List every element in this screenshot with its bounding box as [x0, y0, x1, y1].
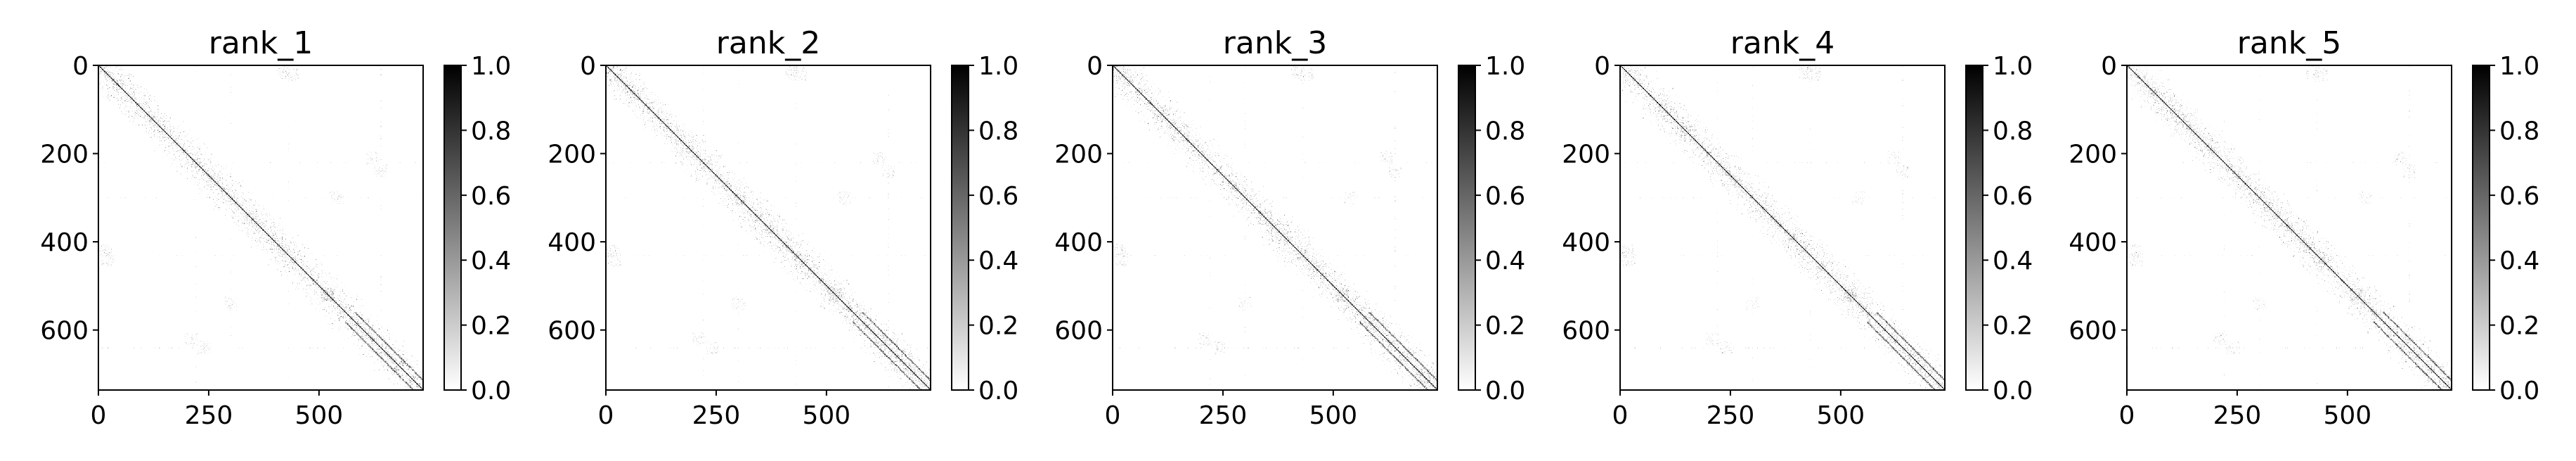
y-tick-label: 600: [1562, 317, 1610, 346]
colorbar-tick-label: 0.0: [978, 377, 1018, 405]
x-tick-label: 250: [185, 401, 233, 430]
colorbar-tick-label: 0.8: [471, 117, 511, 145]
colorbar-tick-label: 0.4: [2499, 247, 2539, 275]
colorbar: [952, 65, 969, 390]
panel-title: rank_2: [716, 25, 820, 61]
x-tick-label: 250: [1199, 401, 1248, 430]
colorbar-tick-label: 0.8: [978, 117, 1018, 145]
y-tick-label: 600: [548, 317, 596, 346]
x-tick-label: 0: [2119, 401, 2135, 430]
y-tick-label: 0: [72, 52, 89, 81]
colorbar-tick-label: 1.0: [1993, 52, 2033, 81]
x-tick-label: 0: [1105, 401, 1121, 430]
panel-2: rank_2 0 200 400 600 0 250 500 0.0 0.2 0.4 0.6 0.8 1.…: [548, 25, 1018, 430]
x-tick-label: 500: [2323, 401, 2371, 430]
panel-title: rank_4: [1730, 25, 1834, 61]
colorbar-tick-label: 0.2: [978, 312, 1018, 341]
x-tick-label: 250: [692, 401, 741, 430]
colorbar: [1458, 65, 1475, 390]
panel-title: rank_1: [209, 25, 313, 61]
heatmap-image: [606, 65, 931, 390]
y-tick-label: 0: [2101, 52, 2117, 81]
colorbar-tick-label: 1.0: [2499, 52, 2539, 81]
colorbar-tick-label: 0.2: [471, 312, 511, 341]
colorbar-tick-label: 0.6: [1485, 182, 1525, 211]
y-tick-label: 400: [548, 228, 596, 257]
colorbar-tick-label: 0.4: [1485, 247, 1525, 275]
colorbar-tick-label: 0.6: [978, 182, 1018, 211]
heatmap-image: [1113, 65, 1437, 390]
colorbar-tick-label: 0.6: [1993, 182, 2033, 211]
y-tick-label: 400: [40, 228, 89, 257]
colorbar-tick-label: 0.8: [2499, 117, 2539, 145]
colorbar-tick-label: 0.0: [471, 377, 511, 405]
colorbar-tick-label: 1.0: [1485, 52, 1525, 81]
colorbar-tick-label: 1.0: [471, 52, 511, 81]
colorbar-tick-label: 0.4: [471, 247, 511, 275]
y-tick-label: 200: [1054, 141, 1103, 169]
y-tick-label: 600: [40, 317, 89, 346]
colorbar-tick-label: 0.4: [1993, 247, 2033, 275]
panel-1: rank_1 0 200 400 600 0 250 500 0.0 0.2 0.4 0.6 0.8 1.…: [40, 25, 511, 430]
y-tick-label: 200: [548, 141, 596, 169]
x-tick-label: 0: [598, 401, 614, 430]
heatmap-image: [2127, 65, 2452, 390]
y-tick-label: 200: [2069, 141, 2117, 169]
y-tick-label: 0: [1594, 52, 1610, 81]
colorbar-tick-label: 0.2: [1993, 312, 2033, 341]
colorbar-tick-label: 0.2: [2499, 312, 2539, 341]
panels: rank_1 0 200 400 600 0 250 500 0.0 0.2 0.4 0.6 0.8 1.…: [40, 25, 2539, 430]
y-tick-label: 600: [2069, 317, 2117, 346]
y-tick-label: 400: [1562, 228, 1610, 257]
y-tick-label: 200: [1562, 141, 1610, 169]
colorbar-tick-label: 1.0: [978, 52, 1018, 81]
colorbar-tick-label: 0.0: [1993, 377, 2033, 405]
colorbar-tick-label: 0.2: [1485, 312, 1525, 341]
y-tick-label: 400: [2069, 228, 2117, 257]
x-tick-label: 500: [1816, 401, 1865, 430]
y-tick-label: 200: [40, 141, 89, 169]
colorbar: [444, 65, 461, 390]
x-tick-label: 500: [802, 401, 850, 430]
panel-title: rank_5: [2237, 25, 2341, 61]
panel-3: rank_3 0 200 400 600 0 250 500 0.0 0.2 0.4 0.6 0.8 1.…: [1054, 25, 1525, 430]
x-tick-label: 500: [295, 401, 343, 430]
y-tick-label: 600: [1054, 317, 1103, 346]
colorbar: [2473, 65, 2490, 390]
colorbar-tick-label: 0.8: [1485, 117, 1525, 145]
colorbar-tick-label: 0.8: [1993, 117, 2033, 145]
colorbar-tick-label: 0.0: [2499, 377, 2539, 405]
panel-4: rank_4 0 200 400 600 0 250 500 0.0 0.2 0.4 0.6 0.8 1.…: [1562, 25, 2033, 430]
x-tick-label: 0: [91, 401, 107, 430]
x-tick-label: 250: [2213, 401, 2262, 430]
y-tick-label: 0: [1087, 52, 1103, 81]
heatmap-image: [98, 65, 423, 390]
heatmap-image: [1620, 65, 1945, 390]
colorbar-tick-label: 0.6: [2499, 182, 2539, 211]
y-tick-label: 0: [580, 52, 596, 81]
x-tick-label: 250: [1707, 401, 1755, 430]
colorbar-tick-label: 0.4: [978, 247, 1018, 275]
colorbar: [1966, 65, 1983, 390]
colorbar-tick-label: 0.0: [1485, 377, 1525, 405]
colorbar-tick-label: 0.6: [471, 182, 511, 211]
panel-title: rank_3: [1223, 25, 1327, 61]
x-tick-label: 0: [1612, 401, 1629, 430]
y-tick-label: 400: [1054, 228, 1103, 257]
x-tick-label: 500: [1309, 401, 1357, 430]
panel-5: rank_5 0 200 400 600 0 250 500 0.0 0.2 0.4 0.6 0.8 1.…: [2069, 25, 2539, 430]
